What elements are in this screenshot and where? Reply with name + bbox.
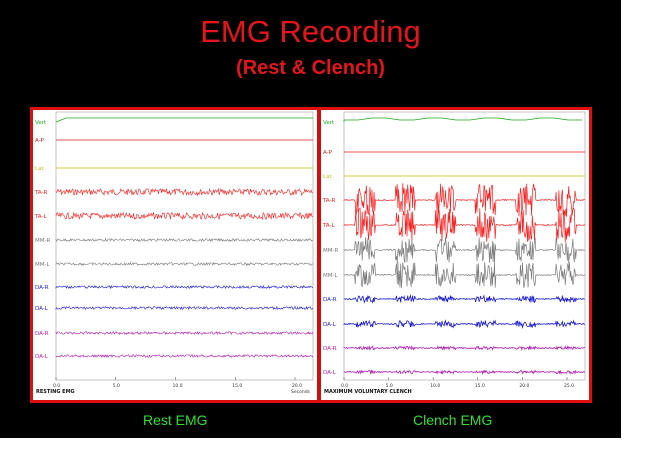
channel-trace — [343, 207, 586, 242]
rest-emg-traces: Vert A-P Lat TA-R TA-L MM-R MM-L DA-R DA-L DA-R DA… — [34, 111, 314, 395]
channel-label: A-P — [323, 150, 333, 156]
channel-trace — [343, 368, 586, 376]
channel-trace — [343, 319, 585, 329]
channel-label: DA-L — [35, 354, 49, 360]
channel-trace — [55, 261, 313, 267]
x-tick-label: 20.0 — [519, 383, 529, 389]
x-tick-label: 10.0 — [173, 383, 183, 389]
emg-figure-frame: Vert A-P Lat TA-R TA-L MM-R MM-L DA-R DA-L DA-R DA… — [30, 107, 592, 403]
x-tick-label: 5.0 — [386, 383, 393, 389]
clench-emg-traces: Vert A-P Lat TA-R TA-L MM-R MM-L DA-R DA-L DA-R DA… — [322, 111, 586, 395]
channel-trace — [343, 294, 585, 304]
x-unit-label: Seconds — [291, 389, 311, 395]
rest-emg-panel: Vert A-P Lat TA-R TA-L MM-R MM-L DA-R DA-L DA-R DA… — [33, 110, 317, 400]
channel-label: TA-L — [322, 223, 336, 229]
x-tick-label: 25.0 — [564, 383, 574, 389]
channel-label: DA-R — [323, 297, 337, 303]
x-tick-label: 15.0 — [232, 383, 242, 389]
x-tick-label: 0.0 — [341, 383, 348, 389]
plot-area — [343, 111, 586, 381]
clench-emg-caption: Clench EMG — [413, 412, 493, 428]
channel-label: TA-R — [34, 190, 48, 196]
channel-trace — [343, 261, 585, 288]
channel-label: TA-R — [322, 198, 336, 204]
channel-label: DA-R — [35, 331, 49, 337]
channel-trace — [55, 305, 314, 311]
slide-background: EMG Recording (Rest & Clench) Vert A-P Lat… — [0, 0, 621, 438]
rest-emg-caption: Rest EMG — [143, 412, 208, 428]
channel-label: Vert — [35, 120, 47, 126]
x-tick-label: 15.0 — [475, 383, 485, 389]
plot-area — [55, 111, 314, 381]
channel-trace — [343, 183, 585, 217]
channel-label: DA-R — [35, 285, 49, 291]
channel-trace — [55, 330, 314, 336]
channel-label: Vert — [323, 120, 335, 126]
channel-trace — [55, 284, 314, 290]
channel-trace — [55, 187, 313, 197]
channel-label: Lat — [35, 166, 44, 172]
x-tick-label: 5.0 — [113, 383, 120, 389]
panel-footer-label: MAXIMUM VOLUNTARY CLENCH — [324, 389, 412, 395]
channel-label: MM-L — [35, 262, 50, 268]
channel-trace — [55, 211, 313, 221]
channel-label: DA-L — [35, 306, 49, 312]
channel-label: DA-R — [323, 346, 337, 352]
channel-trace — [55, 117, 313, 123]
channel-label: TA-L — [34, 214, 48, 220]
slide-title: EMG Recording — [200, 14, 421, 49]
channel-trace — [55, 237, 313, 243]
channel-label: MM-R — [323, 248, 338, 254]
channel-trace — [343, 345, 585, 352]
clench-emg-panel: Vert A-P Lat TA-R TA-L MM-R MM-L DA-R DA-L DA-R DA… — [321, 110, 589, 400]
channel-label: DA-L — [323, 370, 337, 376]
channel-label: MM-L — [323, 273, 338, 279]
channel-label: Lat — [323, 174, 332, 180]
channel-label: A-P — [35, 138, 45, 144]
channel-label: MM-R — [35, 238, 50, 244]
x-tick-label: 10.0 — [430, 383, 440, 389]
channel-label: DA-L — [323, 322, 337, 328]
channel-trace — [343, 237, 585, 264]
slide-subtitle: (Rest & Clench) — [236, 57, 385, 79]
x-tick-label: 0.0 — [53, 383, 60, 389]
x-tick-label: 20.0 — [292, 383, 302, 389]
channel-trace — [55, 354, 314, 359]
panel-footer-label: RESTING EMG — [36, 389, 75, 395]
panel-divider — [317, 110, 321, 400]
channel-trace — [343, 117, 582, 122]
